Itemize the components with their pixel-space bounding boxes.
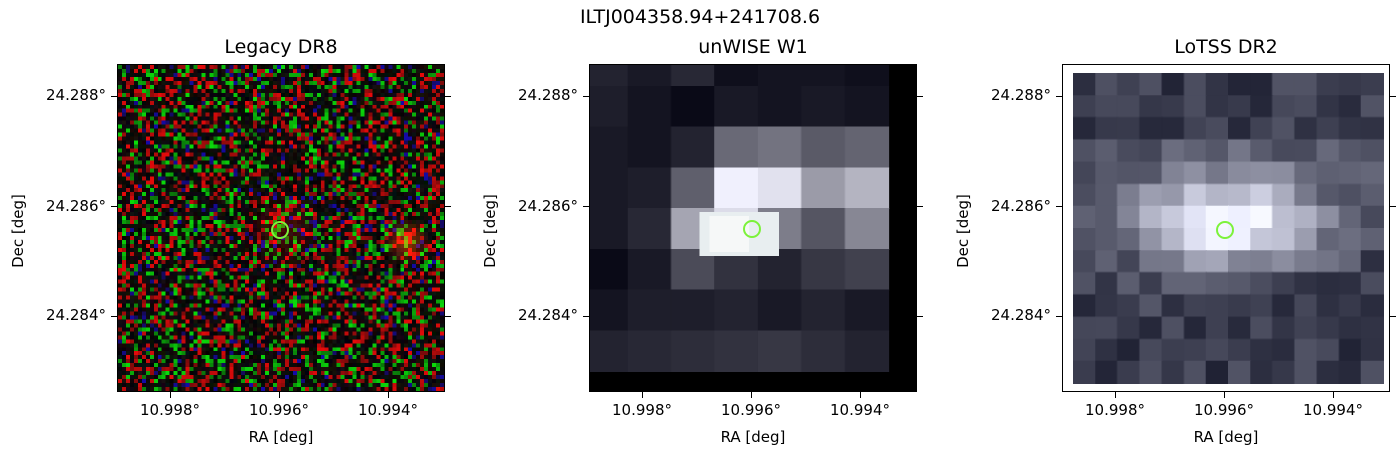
y-tick-label: 24.288°	[991, 86, 1051, 104]
y-tick	[583, 316, 589, 317]
y-tick	[111, 316, 117, 317]
x-tick-label: 10.996°	[721, 401, 781, 419]
y-tick	[1390, 206, 1396, 207]
y-tick-label: 24.286°	[991, 197, 1051, 215]
x-tick-label: 10.998°	[140, 401, 200, 419]
x-tick-label: 10.998°	[612, 401, 672, 419]
image-axes	[117, 64, 445, 392]
y-tick	[917, 316, 923, 317]
y-tick-label: 24.288°	[518, 86, 578, 104]
y-tick	[445, 206, 451, 207]
figure-title: ILTJ004358.94+241708.6	[579, 6, 821, 28]
source-marker	[271, 221, 289, 239]
y-tick	[1056, 206, 1062, 207]
x-tick-label: 10.998°	[1085, 401, 1145, 419]
x-tick	[388, 392, 389, 398]
x-tick	[642, 392, 643, 398]
x-tick-label: 10.994°	[1303, 401, 1363, 419]
x-tick	[1333, 392, 1334, 398]
y-tick-label: 24.286°	[46, 197, 106, 215]
x-tick	[1115, 392, 1116, 398]
x-axis-label: RA [deg]	[248, 428, 314, 446]
y-tick	[111, 96, 117, 97]
y-tick	[1390, 96, 1396, 97]
source-marker	[743, 220, 761, 238]
y-tick-label: 24.284°	[46, 306, 106, 324]
x-tick	[170, 392, 171, 398]
y-tick	[583, 96, 589, 97]
y-tick	[917, 206, 923, 207]
x-tick-label: 10.994°	[358, 401, 418, 419]
x-tick-label: 10.994°	[830, 401, 890, 419]
y-tick	[1390, 316, 1396, 317]
y-tick	[1056, 96, 1062, 97]
x-axis-label: RA [deg]	[720, 428, 786, 446]
x-tick	[860, 392, 861, 398]
y-axis-label: Dec [deg]	[954, 194, 972, 268]
y-axis-label: Dec [deg]	[481, 194, 499, 268]
y-axis-label: Dec [deg]	[9, 194, 27, 268]
panel-title: Legacy DR8	[224, 36, 338, 58]
x-axis-label: RA [deg]	[1193, 428, 1259, 446]
image-axes	[589, 64, 917, 392]
panel-title: LoTSS DR2	[1174, 36, 1278, 58]
y-tick	[917, 96, 923, 97]
x-tick-label: 10.996°	[1194, 401, 1254, 419]
y-tick	[445, 316, 451, 317]
x-tick	[1224, 392, 1225, 398]
image-axes	[1062, 64, 1390, 392]
x-tick-label: 10.996°	[249, 401, 309, 419]
y-tick-label: 24.288°	[46, 86, 106, 104]
source-marker	[1216, 221, 1234, 239]
x-tick	[751, 392, 752, 398]
x-tick	[279, 392, 280, 398]
y-tick	[583, 206, 589, 207]
y-tick-label: 24.284°	[991, 306, 1051, 324]
y-tick	[445, 96, 451, 97]
y-tick	[1056, 316, 1062, 317]
y-tick	[111, 206, 117, 207]
y-tick-label: 24.286°	[518, 197, 578, 215]
panel-title: unWISE W1	[698, 36, 808, 58]
y-tick-label: 24.284°	[518, 306, 578, 324]
